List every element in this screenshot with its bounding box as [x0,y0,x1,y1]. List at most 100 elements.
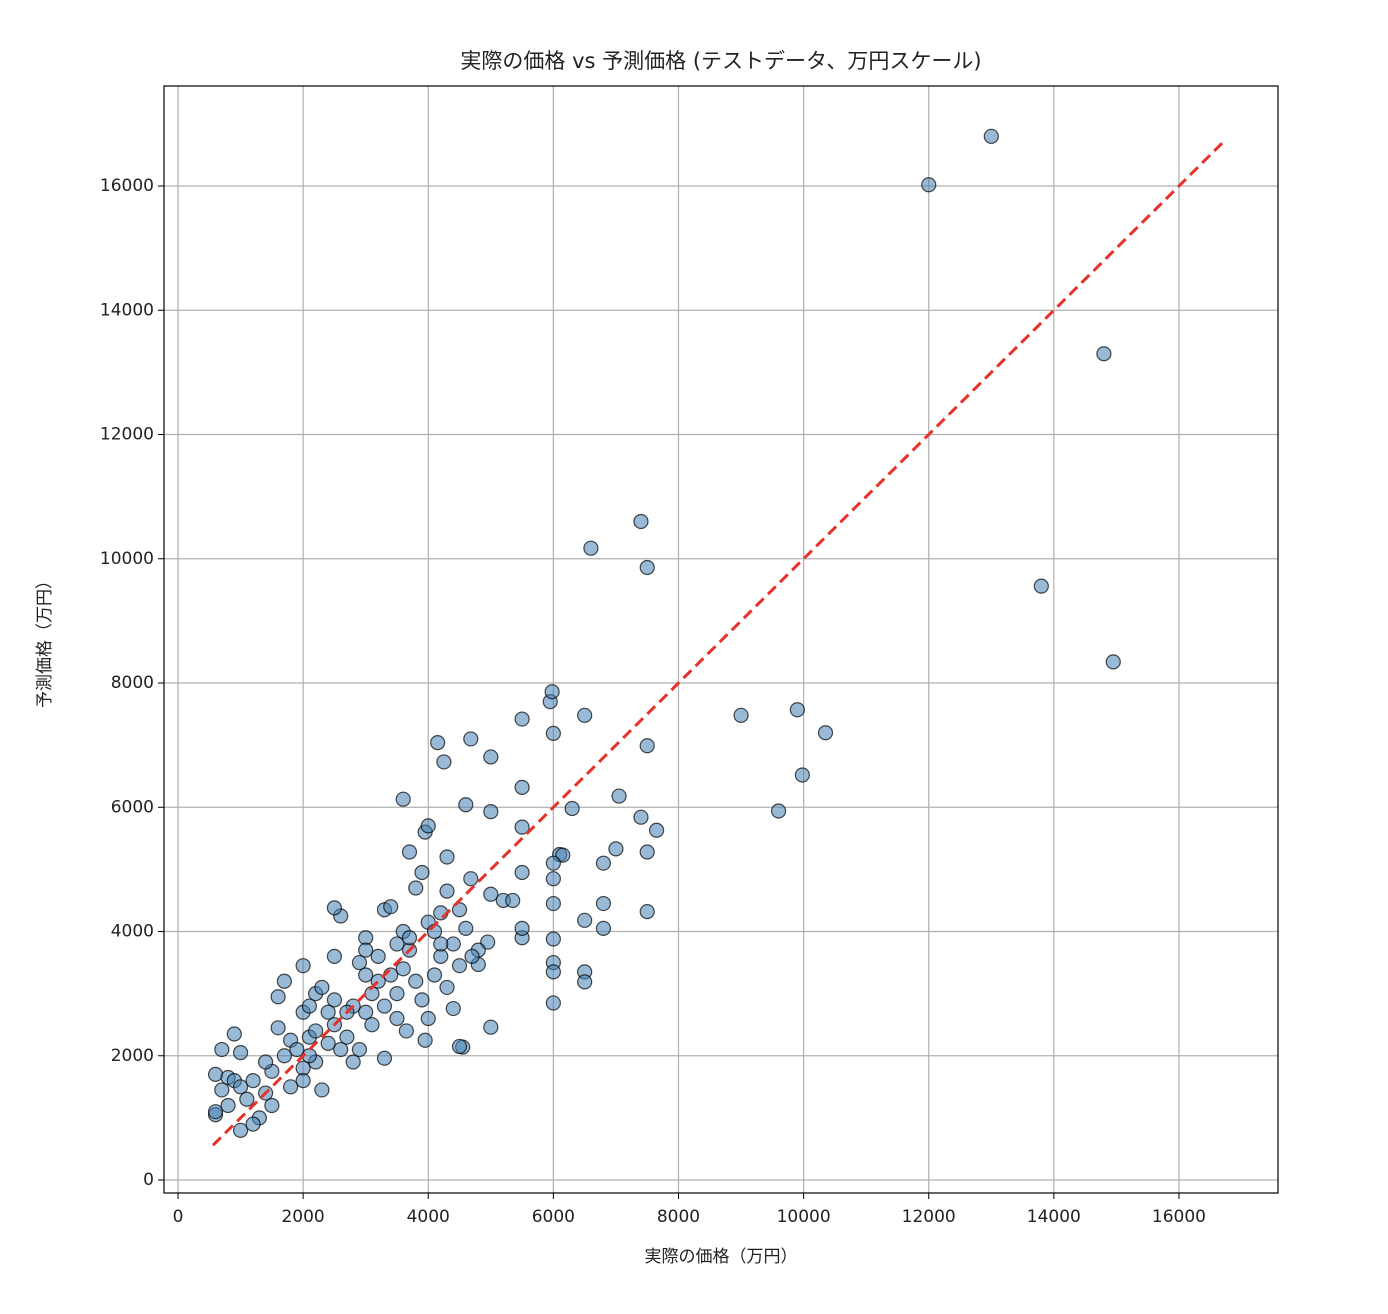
point [921,177,937,193]
point [351,954,368,971]
point [276,973,292,989]
point [639,844,655,860]
x-tick-label: 10000 [777,1207,831,1227]
point [445,1000,461,1017]
point [451,1038,468,1055]
point [514,779,530,795]
point [276,1048,292,1064]
point [544,684,560,700]
point [232,1079,249,1095]
point [983,128,999,144]
point [417,1032,433,1048]
point [270,989,286,1005]
point [389,1010,405,1027]
point [789,702,805,718]
point [207,1104,224,1120]
point [439,883,455,899]
point [245,1116,261,1132]
x-tick-label: 6000 [532,1207,575,1227]
point [463,871,479,887]
point [770,803,787,819]
x-tick-label: 14000 [1027,1207,1081,1227]
point [464,948,480,964]
point [583,540,599,556]
point [458,920,474,937]
point [577,912,593,928]
point [577,974,593,990]
x-tick-label: 12000 [902,1207,956,1227]
point [514,920,530,937]
point [408,880,424,896]
point [270,1020,286,1036]
point [545,895,561,912]
point [577,707,593,723]
chart-title: 実際の価格 vs 予測価格 (テストデータ、万円スケール) [460,49,981,73]
y-tick-label: 16000 [100,176,154,196]
point [545,995,561,1011]
point [514,711,530,727]
x-tick-label: 4000 [407,1207,450,1227]
point [505,892,521,909]
point [370,948,386,964]
point [439,979,455,996]
point [320,1004,336,1020]
point [595,895,612,912]
point [283,1079,299,1095]
point [326,992,343,1008]
point [426,967,443,983]
point [314,1082,330,1098]
point [545,871,561,887]
point [257,1054,274,1070]
point [1096,346,1112,362]
point [408,973,424,989]
point [389,936,405,952]
point [1033,578,1049,594]
y-tick-label: 10000 [100,549,154,569]
point [264,1097,280,1114]
point [395,961,411,977]
point [345,1054,361,1070]
point [295,958,311,974]
x-axis-label: 実際の価格（万円） [645,1247,798,1267]
y-tick-label: 12000 [100,425,154,445]
point [451,958,468,974]
reference-line [211,142,1224,1147]
point [1105,654,1121,670]
point [483,886,499,902]
point [608,841,624,857]
point [207,1066,224,1083]
y-tick-label: 4000 [111,922,154,942]
point [326,900,343,916]
point [595,920,612,937]
point [358,967,374,983]
point [420,818,436,834]
y-tick-label: 8000 [111,673,154,693]
point [514,864,530,881]
point [414,864,430,881]
point [639,559,655,576]
point [545,725,561,741]
point [420,1010,436,1027]
point [483,749,499,765]
point [398,1023,414,1039]
point [445,936,461,952]
point [633,513,649,530]
point [633,809,649,825]
point [320,1035,336,1051]
point [595,855,612,871]
point [463,731,479,747]
point [451,902,468,918]
point [564,800,580,817]
point [376,1050,393,1066]
point [289,1041,305,1058]
x-tick-label: 8000 [657,1207,700,1227]
y-tick-label: 0 [143,1170,154,1190]
point [358,942,374,958]
point [351,1041,368,1058]
point [401,844,418,860]
point [545,964,561,980]
y-axis-label: 予測価格（万円） [35,572,55,708]
x-tick-label: 16000 [1152,1207,1206,1227]
point [817,725,834,741]
point [214,1082,230,1098]
